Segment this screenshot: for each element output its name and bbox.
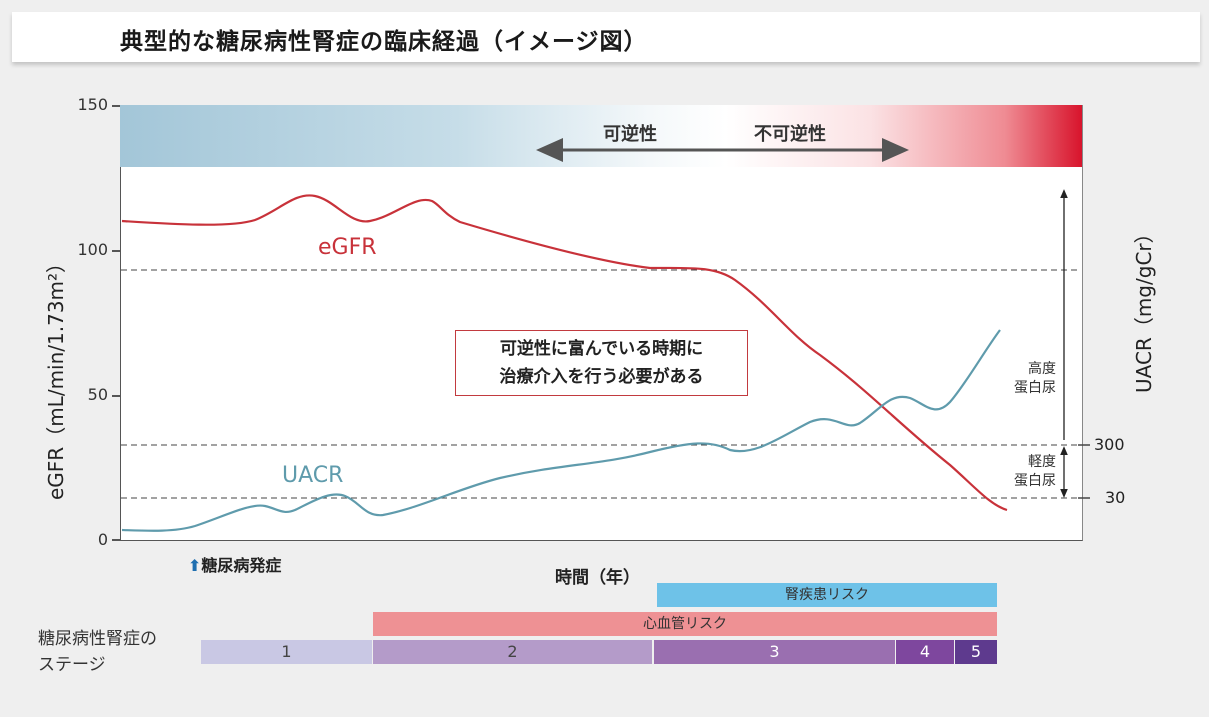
tick-mark	[112, 105, 120, 107]
y-tick-150: 150	[77, 95, 108, 114]
tick-mark	[112, 539, 120, 541]
title-band: 典型的な糖尿病性腎症の臨床経過（イメージ図）	[12, 12, 1200, 62]
right-tick-label-300: 300	[1094, 435, 1125, 454]
uacr-curve	[121, 329, 1001, 532]
up-arrow-icon: ⬆	[188, 556, 202, 575]
severe-line-2: 蛋白尿	[1014, 380, 1056, 396]
diabetes-onset-marker: ⬆糖尿病発症	[188, 552, 281, 576]
mild-proteinuria-label: 軽度 蛋白尿	[996, 453, 1056, 491]
tick-mark	[112, 395, 120, 397]
irreversible-label: 不可逆性	[754, 124, 826, 145]
kidney-risk-bar: 腎疾患リスク	[657, 583, 997, 607]
y-tick-50: 50	[87, 385, 108, 404]
callout-line-2: 治療介入を行う必要がある	[499, 367, 704, 387]
uacr-series-label: UACR	[282, 463, 344, 488]
plot-area	[120, 105, 1083, 541]
egfr-series-label: eGFR	[318, 235, 377, 260]
stage-label: 糖尿病性腎症の ステージ	[38, 626, 157, 678]
callout-line-1: 可逆性に富んでいる時期に	[499, 339, 704, 359]
stage-4: 4	[896, 640, 954, 664]
stage-label-line-2: ステージ	[38, 655, 106, 675]
cardio-risk-bar: 心血管リスク	[373, 612, 997, 636]
mild-line-1: 軽度	[1028, 454, 1056, 470]
stage-label-line-1: 糖尿病性腎症の	[38, 629, 157, 649]
intervention-callout: 可逆性に富んでいる時期に 治療介入を行う必要がある	[455, 330, 748, 396]
stage-1: 1	[201, 640, 372, 664]
severe-proteinuria-label: 高度 蛋白尿	[996, 360, 1056, 398]
stage-2: 2	[373, 640, 652, 664]
tick-mark	[112, 250, 120, 252]
egfr-curve	[121, 194, 1008, 512]
mild-line-2: 蛋白尿	[1014, 473, 1056, 489]
right-tick-label-30: 30	[1105, 488, 1126, 507]
reversible-label: 可逆性	[603, 124, 657, 145]
x-axis-label: 時間（年）	[555, 568, 640, 588]
y-tick-0: 0	[97, 530, 108, 549]
stage-3: 3	[654, 640, 895, 664]
severe-line-1: 高度	[1028, 361, 1056, 377]
stage-5: 5	[955, 640, 997, 664]
onset-label: 糖尿病発症	[201, 556, 282, 575]
page-title: 典型的な糖尿病性腎症の臨床経過（イメージ図）	[120, 29, 648, 55]
y-tick-100: 100	[77, 240, 108, 259]
